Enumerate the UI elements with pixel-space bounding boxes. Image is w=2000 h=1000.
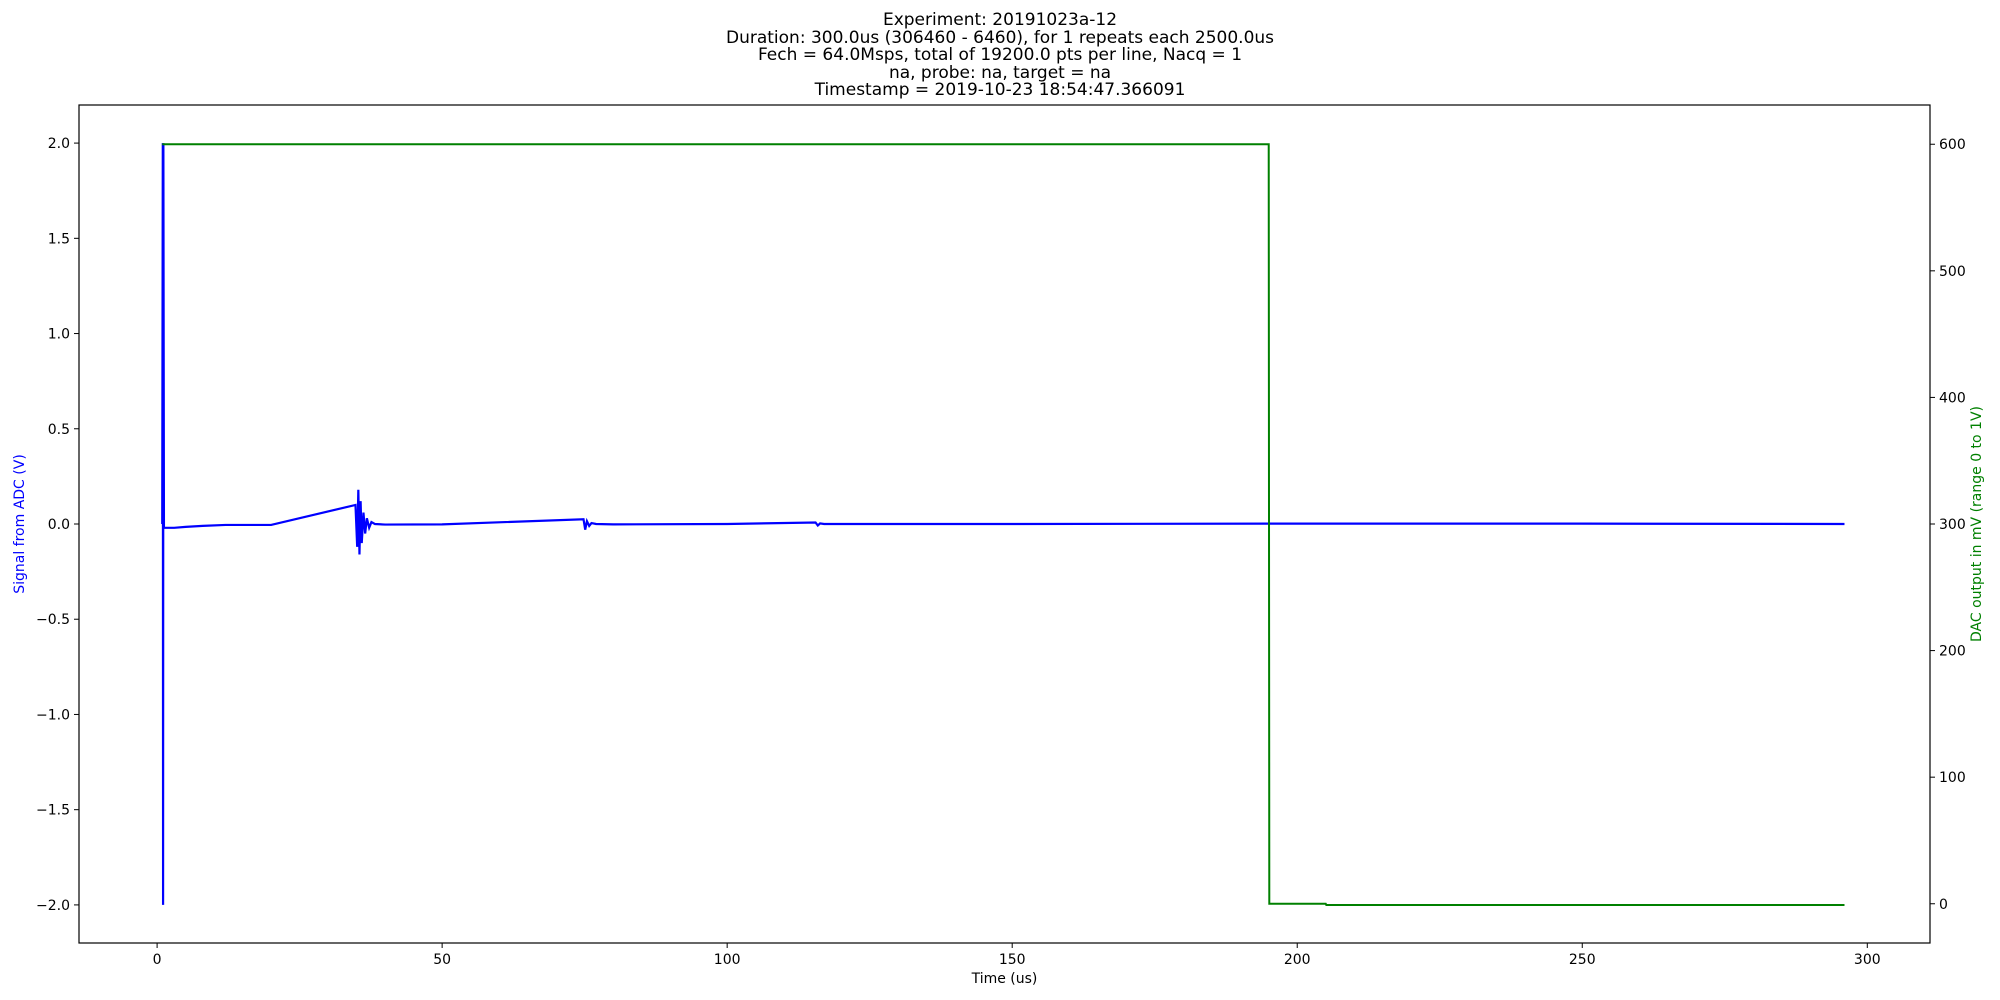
x-axis: 0 50 100 150 200 250 300: [153, 943, 1881, 968]
y-axis-right: 0 100 200 300 400 500 600: [1930, 137, 1966, 913]
y-right-tick-label: 300: [1939, 517, 1966, 533]
adc-signal-line: [161, 143, 1845, 905]
x-tick-label: 250: [1569, 952, 1596, 968]
dac-output-line: [162, 143, 1845, 907]
y-left-tick-label: −2.0: [36, 898, 70, 914]
x-tick-label: 150: [999, 952, 1026, 968]
y-left-tick-label: 0.5: [48, 422, 70, 438]
y-left-tick-label: 2.0: [48, 136, 70, 152]
x-tick-label: 50: [433, 952, 451, 968]
x-tick-label: 200: [1284, 952, 1311, 968]
y-left-tick-label: 0.0: [48, 517, 70, 533]
y-right-tick-label: 400: [1939, 390, 1966, 406]
title-line-4: na, probe: na, target = na: [888, 62, 1112, 83]
title-line-1: Experiment: 20191023a-12: [882, 10, 1118, 30]
y-right-tick-label: 200: [1939, 644, 1966, 660]
y-left-tick-label: 1.5: [48, 231, 70, 247]
y-axis-left: −2.0 −1.5 −1.0 −0.5 0.0 0.5 1.0 1.5 2.0: [36, 136, 79, 914]
title-line-2: Duration: 300.0us (306460 - 6460), for 1…: [725, 27, 1275, 48]
y-left-tick-label: −1.5: [36, 803, 70, 819]
x-tick-label: 0: [153, 952, 162, 968]
y-right-tick-label: 500: [1939, 264, 1966, 280]
y-right-tick-label: 100: [1939, 770, 1966, 786]
y-left-tick-label: −0.5: [36, 612, 70, 628]
y-left-tick-label: 1.0: [48, 327, 70, 343]
series-layer: [161, 143, 1845, 907]
y-axis-left-label: Signal from ADC (V): [12, 454, 28, 594]
title-line-3: Fech = 64.0Msps, total of 19200.0 pts pe…: [757, 45, 1243, 65]
title-line-5: Timestamp = 2019-10-23 18:54:47.366091: [814, 80, 1186, 100]
x-tick-label: 300: [1854, 952, 1881, 968]
y-left-tick-label: −1.0: [36, 707, 70, 723]
x-axis-label: Time (us): [971, 971, 1038, 987]
y-axis-right-label: DAC output in mV (range 0 to 1V): [1969, 406, 1985, 642]
y-right-tick-label: 600: [1939, 137, 1966, 153]
y-right-tick-label: 0: [1939, 897, 1948, 913]
chart-title: Experiment: 20191023a-12 Duration: 300.0…: [0, 10, 2000, 100]
x-tick-label: 100: [714, 952, 741, 968]
